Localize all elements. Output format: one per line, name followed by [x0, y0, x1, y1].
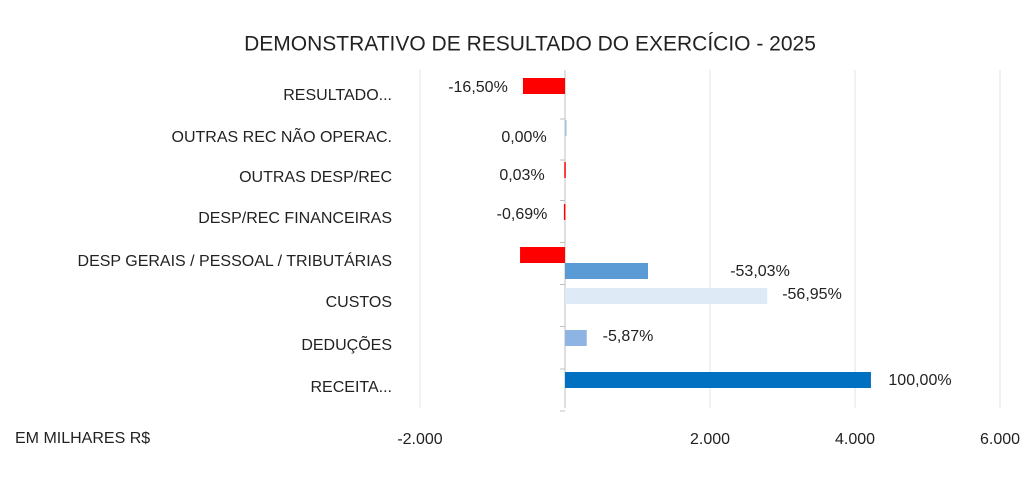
axis-label: EM MILHARES R$ [15, 430, 150, 447]
y-tick-label: DEDUÇÕES [301, 334, 392, 354]
y-tick-label: DESP/REC FINANCEIRAS [198, 210, 392, 227]
data-label: -5,87% [603, 328, 654, 345]
bar [565, 330, 587, 346]
y-tick-label: RESULTADO... [283, 87, 392, 104]
x-tick-label: 2.000 [690, 431, 730, 448]
data-label: -0,69% [497, 206, 548, 223]
data-label: 0,00% [501, 129, 546, 146]
bar [565, 288, 768, 304]
y-tick-label: RECEITA... [311, 379, 393, 396]
data-label: -16,50% [448, 79, 508, 96]
chart-title: DEMONSTRATIVO DE RESULTADO DO EXERCÍCIO … [244, 33, 816, 56]
x-tick-label: 4.000 [835, 431, 875, 448]
data-label: 100,00% [888, 372, 951, 389]
data-label: -53,03% [730, 263, 790, 280]
x-tick-label: -2.000 [397, 431, 442, 448]
x-tick-label: 6.000 [980, 431, 1020, 448]
bar [522, 78, 565, 94]
y-tick-label: OUTRAS DESP/REC [239, 169, 392, 186]
y-tick-label: CUSTOS [326, 294, 392, 311]
y-tick-label: OUTRAS REC NÃO OPERAC. [172, 126, 392, 146]
bar [565, 372, 871, 388]
bar [563, 204, 566, 220]
bar [520, 247, 565, 263]
data-label: 0,03% [499, 167, 544, 184]
y-tick-label: DESP GERAIS / PESSOAL / TRIBUTÁRIAS [78, 251, 392, 270]
bar [564, 162, 566, 178]
bar [565, 263, 649, 279]
data-label: -56,95% [782, 286, 842, 303]
bar [565, 120, 567, 136]
